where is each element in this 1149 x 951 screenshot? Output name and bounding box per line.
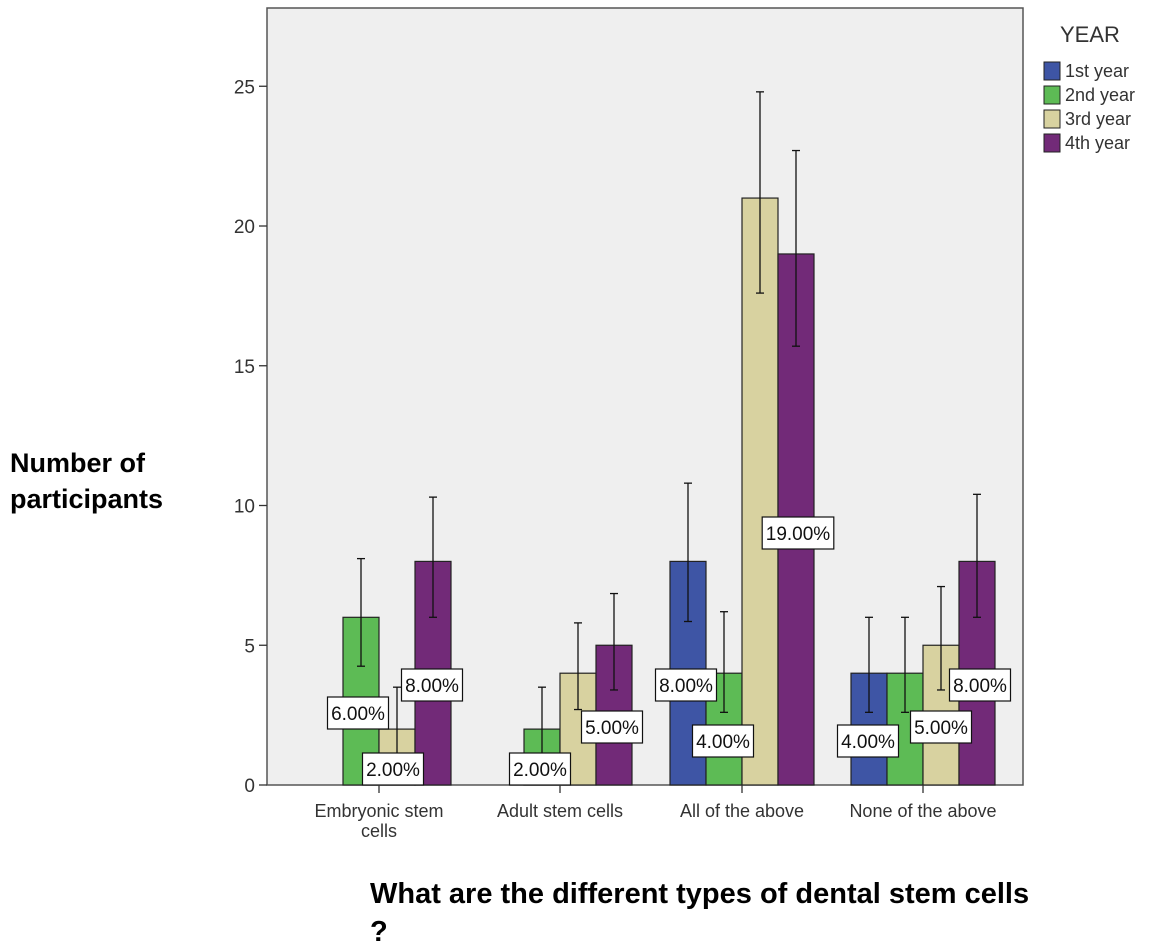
data-label-box-1-4: [836, 724, 900, 758]
data-label-1-4: 4.00%: [841, 732, 895, 753]
legend-label-3: 3rd year: [1065, 109, 1131, 129]
legend-swatch-1: [1043, 61, 1061, 81]
plot-area: [266, 7, 1024, 786]
data-label-2-1: 6.00%: [331, 704, 385, 725]
x-tick-label-1: Embryonic stem cells: [314, 801, 443, 841]
legend: YEAR 1st year 2nd year 3rd year 4th year: [1043, 22, 1135, 153]
data-label-2-2: 2.00%: [513, 760, 567, 781]
y-tick-label-10: 10: [234, 497, 255, 518]
legend-label-1: 1st year: [1065, 61, 1129, 81]
data-label-2-3: 4.00%: [696, 732, 750, 753]
data-label-1-3: 8.00%: [659, 676, 713, 697]
data-label-box-2-1: [326, 696, 390, 730]
data-label-3-4: 5.00%: [914, 718, 968, 739]
legend-label-4: 4th year: [1065, 133, 1130, 153]
data-labels-group: 8.00% 4.00% 6.00% 2.00% 4.00% 2.00% 5.00% 19.00…: [326, 516, 1012, 786]
data-label-box-3-1: [361, 752, 425, 786]
data-label-box-1-3: [654, 668, 718, 702]
x-axis-title: What are the different types of dental s…: [370, 878, 1030, 948]
legend-swatch-4: [1043, 133, 1061, 153]
legend-swatch-2: [1043, 85, 1061, 105]
legend-swatch-3: [1043, 109, 1061, 129]
data-label-box-4-4: [948, 668, 1012, 702]
data-label-3-2: 5.00%: [585, 718, 639, 739]
x-tick-label-2: Adult stem cells: [497, 801, 623, 821]
data-label-3-1: 2.00%: [366, 760, 420, 781]
bar-3-3: [741, 197, 779, 786]
y-tick-label-20: 20: [234, 217, 255, 238]
y-axis-title: Number of participants: [10, 448, 164, 514]
error-bars-group: [357, 91, 981, 764]
data-label-box-2-3: [691, 724, 755, 758]
data-label-box-3-2: [580, 710, 644, 744]
y-tick-label-15: 15: [234, 357, 255, 378]
data-label-4-1: 8.00%: [405, 676, 459, 697]
data-label-box-4-1: [400, 668, 464, 702]
axes-group: 0 5 10 15 20 25 Embryonic stem cells Adult stem …: [234, 77, 997, 841]
y-tick-label-0: 0: [244, 776, 255, 797]
data-label-box-3-4: [909, 710, 973, 744]
y-tick-label-25: 25: [234, 77, 255, 98]
data-label-box-2-2: [508, 752, 572, 786]
data-label-4-4: 8.00%: [953, 676, 1007, 697]
x-tick-label-4: None of the above: [849, 801, 996, 821]
data-label-3-3: 19.00%: [766, 524, 831, 545]
x-tick-label-3: All of the above: [680, 801, 804, 821]
legend-label-2: 2nd year: [1065, 85, 1135, 105]
legend-title: YEAR: [1060, 22, 1120, 47]
data-label-box-3-3: [761, 516, 835, 550]
y-tick-label-5: 5: [244, 636, 255, 657]
